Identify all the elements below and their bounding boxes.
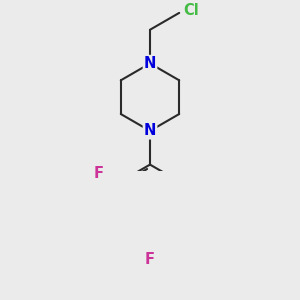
Text: N: N bbox=[144, 56, 156, 71]
Text: F: F bbox=[94, 166, 103, 181]
Text: N: N bbox=[144, 123, 156, 138]
Text: Cl: Cl bbox=[183, 3, 199, 18]
Text: F: F bbox=[145, 252, 155, 267]
